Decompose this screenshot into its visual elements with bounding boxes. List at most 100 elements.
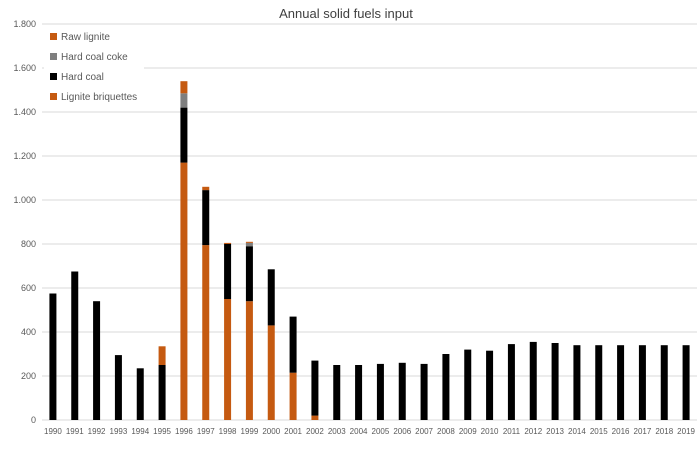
x-tick-label: 2017 [634, 427, 652, 436]
y-tick-label: 400 [21, 327, 36, 337]
bar-segment [180, 107, 188, 163]
bar-segment [573, 345, 581, 420]
bar-segment [245, 241, 253, 243]
x-tick-label: 2003 [328, 427, 346, 436]
x-tick-label: 2010 [481, 427, 499, 436]
bar-segment [529, 341, 537, 420]
bar-segment [595, 345, 603, 420]
bars [49, 81, 690, 420]
x-tick-label: 1994 [131, 427, 149, 436]
bar-segment [464, 349, 472, 420]
bar-segment [245, 242, 253, 247]
x-tick-label: 2004 [350, 427, 368, 436]
bar-segment [71, 271, 79, 420]
bar-segment [158, 346, 166, 365]
x-tick-label: 2002 [306, 427, 324, 436]
bar-segment [224, 299, 232, 420]
x-tick-label: 2001 [284, 427, 302, 436]
y-tick-label: 1.000 [13, 195, 36, 205]
x-tick-label: 2018 [655, 427, 673, 436]
x-tick-label: 1998 [219, 427, 237, 436]
legend-swatch [50, 73, 57, 80]
bar-segment [245, 301, 253, 420]
bar-segment [420, 363, 428, 420]
legend-entry-label[interactable]: Hard coal [61, 72, 104, 83]
legend-entry-label[interactable]: Hard coal coke [61, 52, 128, 63]
bar-segment [267, 325, 275, 420]
gridlines [42, 23, 697, 421]
y-tick-label: 0 [31, 415, 36, 425]
bar-segment [136, 368, 144, 420]
bar-segment [507, 344, 515, 420]
bar-segment [180, 162, 188, 420]
x-tick-label: 2008 [437, 427, 455, 436]
legend-swatch [50, 33, 57, 40]
y-tick-label: 1.400 [13, 107, 36, 117]
bar-segment [49, 293, 57, 420]
y-tick-label: 1.200 [13, 151, 36, 161]
x-tick-label: 2012 [524, 427, 542, 436]
x-tick-label: 2005 [372, 427, 390, 436]
bar-segment [289, 316, 297, 373]
bar-segment [682, 345, 690, 420]
bar-segment [224, 244, 232, 299]
x-axis-tick-labels: 1990 1991 1992 1993 1994 1995 1996 1997 1998 1999… [44, 427, 696, 436]
bar-segment [245, 246, 253, 302]
bar-segment [289, 372, 297, 420]
x-tick-label: 2007 [415, 427, 433, 436]
bar-segment [311, 360, 319, 416]
bar-segment [398, 362, 406, 420]
x-tick-label: 1996 [175, 427, 193, 436]
bar-segment [311, 415, 319, 420]
x-tick-label: 1995 [153, 427, 171, 436]
bar-segment [93, 301, 101, 420]
y-axis-tick-labels: 0 200 400 600 800 1.000 1.200 1.400 1.600 1.800 [13, 19, 36, 425]
x-tick-label: 1999 [241, 427, 259, 436]
bar-segment [202, 190, 210, 246]
bar-segment [486, 350, 494, 420]
bar-segment [333, 365, 341, 420]
bar-segment [202, 245, 210, 420]
x-tick-label: 2000 [262, 427, 280, 436]
x-tick-label: 2011 [503, 427, 521, 436]
bar-segment [551, 343, 559, 420]
y-tick-label: 1.800 [13, 19, 36, 29]
y-tick-label: 200 [21, 371, 36, 381]
x-tick-label: 1997 [197, 427, 215, 436]
legend-swatch [50, 53, 57, 60]
bar-segment [114, 355, 122, 420]
chart-title: Annual solid fuels input [279, 6, 413, 21]
bar-segment [638, 345, 646, 420]
x-tick-label: 1991 [66, 427, 84, 436]
x-tick-label: 1990 [44, 427, 62, 436]
bar-segment [180, 81, 188, 94]
x-tick-label: 2019 [677, 427, 695, 436]
bar-segment [180, 93, 188, 108]
legend-entry-label[interactable]: Raw lignite [61, 32, 110, 43]
x-tick-label: 2009 [459, 427, 477, 436]
x-tick-label: 2013 [546, 427, 564, 436]
bar-segment [660, 345, 668, 420]
bar-segment [355, 365, 363, 420]
y-tick-label: 800 [21, 239, 36, 249]
x-tick-label: 2015 [590, 427, 608, 436]
x-tick-label: 2014 [568, 427, 586, 436]
bar-segment [267, 269, 275, 326]
bar-segment [224, 242, 232, 244]
legend[interactable]: Raw lignite Hard coal coke Hard coal Lignit… [44, 26, 144, 110]
x-tick-label: 1993 [110, 427, 128, 436]
x-tick-label: 2016 [612, 427, 630, 436]
y-tick-label: 600 [21, 283, 36, 293]
bar-segment [442, 354, 450, 420]
legend-background [44, 26, 144, 110]
bar-segment [376, 363, 384, 420]
legend-entry-label[interactable]: Lignite briquettes [61, 92, 137, 103]
x-tick-label: 1992 [88, 427, 106, 436]
legend-swatch [50, 93, 57, 100]
bar-segment [158, 365, 166, 420]
y-tick-label: 1.600 [13, 63, 36, 73]
bar-segment [617, 345, 625, 420]
x-tick-label: 2006 [393, 427, 411, 436]
